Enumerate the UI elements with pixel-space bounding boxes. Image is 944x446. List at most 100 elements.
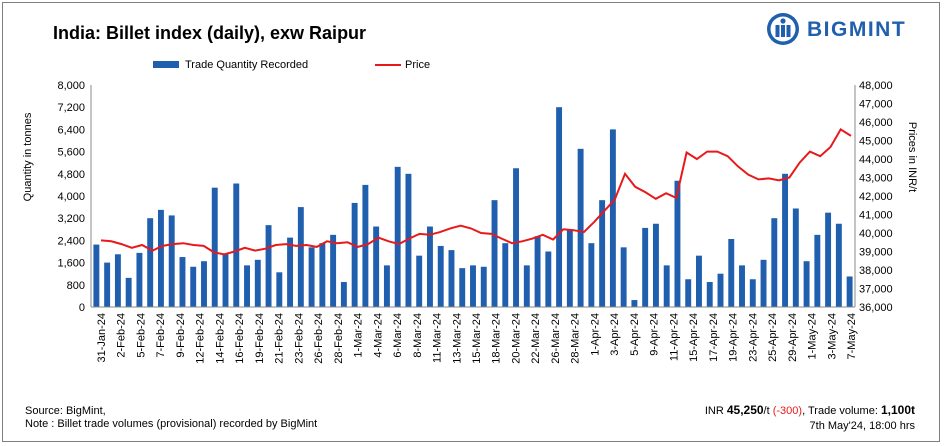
y-axis-label: Quantity in tonnes — [22, 112, 34, 201]
y-tick-label: 1,600 — [57, 258, 85, 270]
x-tick-label: 29-Apr-24 — [787, 313, 799, 362]
timestamp: 7th May'24, 18:00 hrs — [809, 420, 915, 432]
x-tick-label: 15-Mar-24 — [471, 313, 483, 364]
y-tick-label: 0 — [79, 302, 85, 314]
brand-logo: BIGMINT — [765, 11, 935, 47]
bar — [674, 180, 681, 307]
x-tick-label: 9-Apr-24 — [649, 313, 661, 356]
x-tick-label: 19-Apr-24 — [728, 313, 740, 362]
y-tick-label: 800 — [67, 280, 85, 292]
x-tick-label: 26-Feb-24 — [313, 313, 325, 364]
bar — [470, 265, 476, 307]
x-tick-label: 5-Feb-24 — [136, 313, 148, 358]
price-value: 45,250 — [726, 403, 764, 417]
bar — [157, 209, 164, 307]
bar — [782, 173, 789, 307]
bar — [136, 252, 143, 307]
x-tick-label: 17-Apr-24 — [708, 313, 720, 362]
bar — [728, 239, 735, 307]
y2-tick-label: 45,000 — [859, 136, 893, 148]
x-tick-label: 18-Mar-24 — [491, 313, 503, 364]
bar — [211, 187, 218, 307]
y2-tick-label: 46,000 — [859, 117, 893, 129]
note-text: Note : Billet trade volumes (provisional… — [25, 418, 318, 430]
price-prefix: INR — [704, 405, 724, 417]
x-tick-label: 11-Apr-24 — [668, 313, 680, 361]
brand-name: BIGMINT — [807, 18, 907, 41]
x-tick-label: 7-May-24 — [846, 313, 858, 359]
x-tick-label: 16-Feb-24 — [234, 313, 246, 364]
x-tick-label: 9-Feb-24 — [175, 313, 187, 358]
bar — [459, 268, 466, 307]
bar — [244, 265, 250, 307]
y2-tick-label: 48,000 — [859, 80, 893, 92]
x-tick-label: 5-Apr-24 — [629, 313, 641, 356]
x-tick-label: 28-Mar-24 — [570, 313, 582, 364]
x-tick-label: 20-Mar-24 — [511, 313, 523, 364]
y2-tick-label: 38,000 — [859, 265, 893, 277]
source-text: Source: BigMint, — [25, 405, 106, 417]
legend-bar-label: Trade Quantity Recorded — [185, 59, 309, 71]
bar — [287, 237, 294, 307]
x-tick-label: 23-Feb-24 — [293, 313, 305, 364]
bar — [201, 261, 207, 307]
legend-line-swatch — [375, 64, 401, 66]
y2-tick-label: 36,000 — [859, 302, 893, 314]
bigmint-logo-icon — [767, 13, 799, 45]
bar — [362, 184, 369, 307]
bar — [792, 208, 799, 307]
y-tick-label: 3,200 — [57, 213, 85, 225]
bar — [825, 212, 832, 307]
y2-tick-label: 40,000 — [859, 228, 893, 240]
bar — [739, 265, 745, 307]
y-tick-label: 5,600 — [57, 147, 85, 159]
x-tick-label: 2-Feb-24 — [116, 313, 128, 358]
bar — [416, 255, 423, 307]
bar — [814, 234, 821, 307]
bar — [190, 266, 197, 307]
bar — [233, 183, 240, 307]
tick-labels: 0 800 1,600 2,400 3,200 4,000 4,800 5,600 6,400 7… — [57, 80, 892, 364]
bar — [93, 244, 100, 307]
bar — [663, 265, 670, 307]
bar — [556, 107, 563, 307]
bar — [265, 225, 272, 307]
bar — [448, 250, 455, 307]
y2-tick-label: 42,000 — [859, 191, 893, 203]
bar — [706, 282, 713, 307]
legend-bar-swatch — [153, 61, 179, 68]
x-tick-label: 12-Feb-24 — [195, 313, 207, 364]
bar — [114, 254, 121, 307]
bar — [760, 259, 767, 307]
chart-svg: 0 800 1,600 2,400 3,200 4,000 4,800 5,600 6,400 7… — [22, 80, 918, 364]
y2-tick-label: 47,000 — [859, 99, 893, 111]
bar — [846, 276, 853, 307]
bar — [620, 247, 627, 307]
x-tick-label: 1-Mar-24 — [353, 313, 365, 358]
bar — [254, 259, 261, 307]
y2-tick-label: 41,000 — [859, 210, 893, 222]
y-tick-label: 4,000 — [57, 191, 85, 203]
bar — [330, 234, 337, 307]
x-tick-label: 1-Apr-24 — [589, 313, 601, 356]
x-tick-label: 8-Mar-24 — [412, 313, 424, 358]
price-line — [100, 128, 852, 256]
x-tick-label: 21-Feb-24 — [274, 313, 286, 364]
bar — [513, 168, 520, 307]
y-tick-label: 8,000 — [57, 80, 85, 92]
bar — [179, 257, 186, 307]
x-tick-label: 13-Mar-24 — [451, 313, 463, 364]
bar — [276, 272, 283, 307]
bar — [523, 265, 530, 307]
x-tick-label: 3-Apr-24 — [609, 313, 621, 356]
bar — [502, 243, 509, 307]
bar — [631, 300, 638, 307]
bar — [319, 243, 326, 307]
y2-tick-label: 39,000 — [859, 247, 893, 259]
x-tick-label: 25-Apr-24 — [767, 313, 779, 362]
x-tick-label: 28-Feb-24 — [333, 313, 345, 364]
legend-line-label: Price — [405, 59, 431, 71]
bar — [588, 243, 595, 307]
bar — [609, 129, 616, 307]
bar — [696, 255, 702, 307]
